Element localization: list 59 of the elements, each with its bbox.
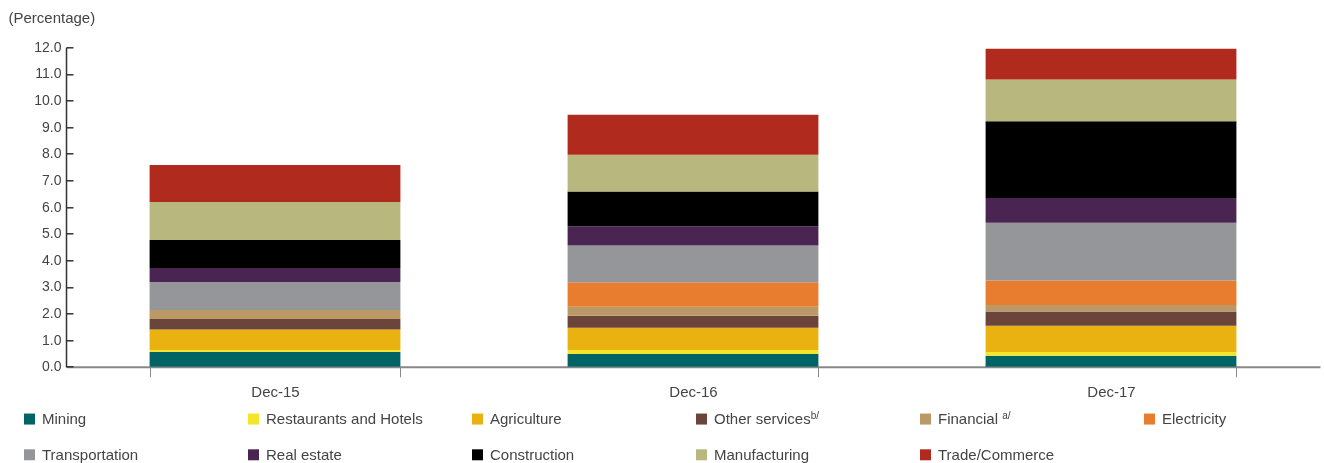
bar (567, 226, 819, 246)
y-tick-label: 7.0 (42, 171, 62, 188)
bar (567, 353, 819, 367)
legend-label: Agriculture (490, 410, 562, 428)
bar (985, 222, 1237, 281)
x-tick-label: Dec-16 (669, 383, 718, 401)
bar (149, 164, 401, 202)
bar (567, 245, 819, 283)
y-tick-label: 10.0 (34, 92, 62, 109)
bar (567, 349, 819, 354)
bar (985, 197, 1237, 223)
bar (149, 201, 401, 240)
bar (985, 121, 1237, 198)
y-tick-label: 9.0 (42, 118, 62, 135)
legend-label: Financial $^{a/}$ (938, 409, 1011, 428)
y-tick-label: 1.0 (42, 331, 62, 348)
y-axis-title: (Percentage) (8, 8, 96, 26)
bar (985, 352, 1237, 356)
legend-label: Transportation (42, 445, 139, 463)
bar (567, 327, 819, 350)
bar (567, 114, 819, 155)
bar (985, 79, 1237, 122)
legend-label: Mining (42, 410, 87, 428)
bar (149, 319, 401, 330)
legend-label: Real estate (266, 445, 342, 463)
bar (567, 154, 819, 192)
bar (149, 267, 401, 283)
legend-label: Other services$^{b/}$ (714, 409, 820, 428)
bar (985, 48, 1237, 80)
bar (149, 310, 401, 320)
bar (149, 352, 401, 367)
bar (567, 282, 819, 307)
x-tick-label: Dec-17 (1087, 383, 1136, 401)
legend-label: Manufacturing (714, 445, 810, 463)
bar (567, 315, 819, 328)
y-tick-label: 11.0 (35, 65, 62, 82)
bar (985, 355, 1237, 367)
y-tick-label: 3.0 (42, 278, 62, 295)
y-tick-label: 12.0 (34, 38, 62, 55)
bar (567, 306, 819, 316)
bar (985, 280, 1237, 305)
bar (985, 311, 1237, 326)
bar (149, 329, 401, 351)
legend-label: Construction (490, 445, 575, 463)
x-tick-label: Dec-15 (251, 383, 300, 401)
bar (985, 325, 1237, 353)
bar (985, 304, 1237, 312)
y-tick-label: 2.0 (42, 304, 62, 321)
y-tick-label: 4.0 (42, 251, 62, 268)
y-tick-label: 6.0 (42, 198, 62, 215)
legend-label: Electricity (1162, 410, 1227, 428)
y-tick-label: 5.0 (42, 225, 62, 242)
y-tick-label: 8.0 (42, 145, 62, 162)
legend-label: Restaurants and Hotels (266, 410, 423, 428)
y-tick-label: 0.0 (42, 358, 62, 375)
bar (149, 282, 401, 311)
bar (149, 240, 401, 268)
legend-label: Trade/Commerce (938, 445, 1055, 463)
bar (567, 191, 819, 227)
